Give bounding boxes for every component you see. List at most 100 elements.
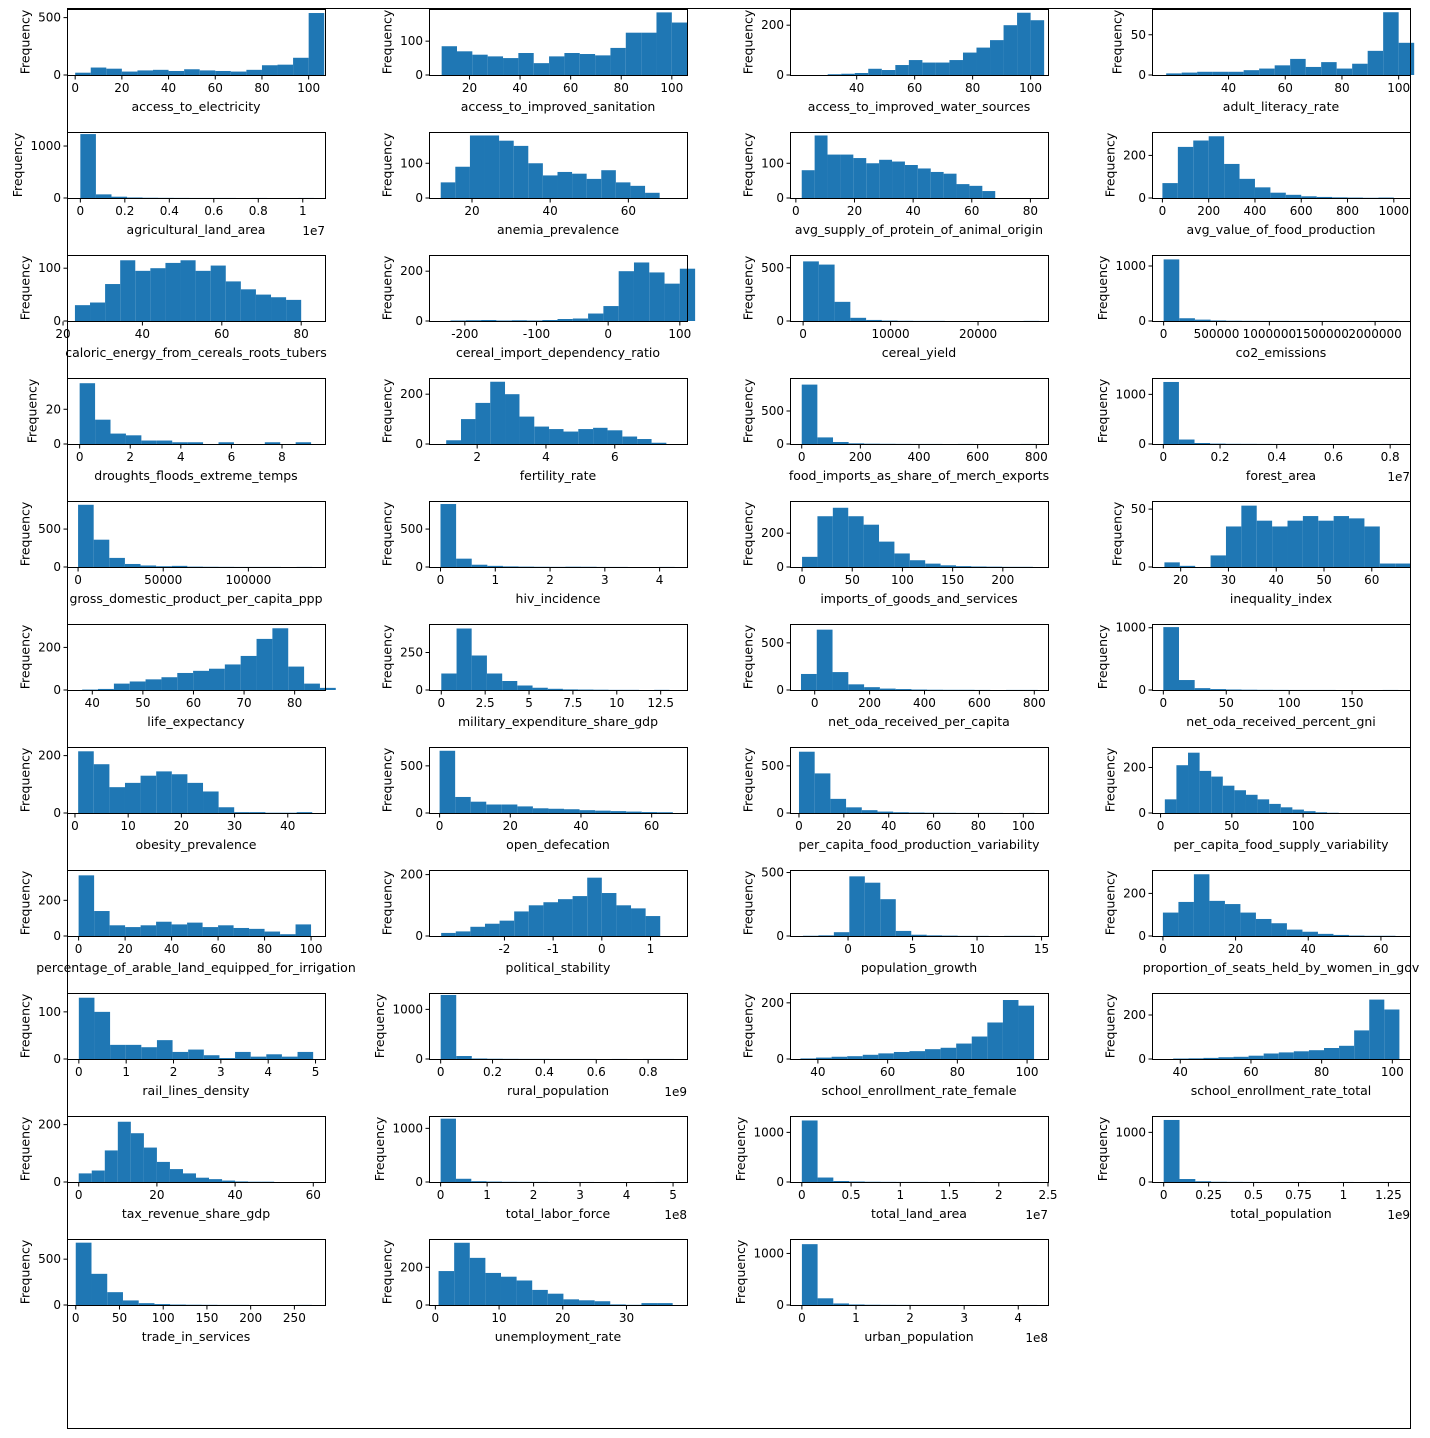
histogram-bar <box>595 55 611 75</box>
histogram-bar <box>962 52 977 75</box>
histogram-bar <box>441 932 456 936</box>
histogram-bar <box>235 1181 249 1182</box>
x-tick-label: 40 <box>905 204 920 218</box>
histogram-bar <box>156 921 172 936</box>
y-axis-label: Frequency <box>740 993 755 1058</box>
x-tick-label: 0 <box>1160 327 1168 341</box>
x-tick-label: 4 <box>656 573 664 587</box>
x-tick-label: 3 <box>576 1188 584 1202</box>
x-axis-label: total_land_area <box>871 1206 967 1221</box>
histogram-bar <box>135 270 151 321</box>
histogram-bar <box>109 557 125 567</box>
histogram-bar <box>485 1272 501 1305</box>
x-tick-label: 600 <box>966 450 989 464</box>
y-tick-label: 0 <box>53 1175 61 1189</box>
histogram-panel: 0 5 10 15 0 500 population_growth Frequency <box>740 866 1049 975</box>
y-tick-label: 0 <box>53 437 61 451</box>
x-tick-label: 60 <box>1364 573 1379 587</box>
x-tick-label: 0 <box>792 204 800 218</box>
histogram-bar <box>460 419 476 444</box>
histogram-panel: 0 200 400 600 800 0 500 food_imports_as_share_o… <box>740 378 1049 483</box>
x-axis-label: droughts_floods_extreme_temps <box>94 468 297 483</box>
x-tick-label: 40 <box>1301 942 1316 956</box>
histogram-bar <box>143 1147 157 1182</box>
x-tick-label: 5 <box>525 696 533 710</box>
x-tick-label: 70 <box>236 696 251 710</box>
histogram-bar <box>150 268 166 321</box>
y-tick-label: 200 <box>400 387 423 401</box>
figure-outer-frame <box>67 8 1411 1429</box>
x-tick-label: 200 <box>1197 204 1220 218</box>
histogram-bar <box>1367 50 1384 75</box>
x-tick-label: 100 <box>297 81 320 95</box>
y-tick-label: 0 <box>776 560 784 574</box>
histogram-bar <box>235 1051 251 1059</box>
x-tick-label: 60 <box>1278 81 1293 95</box>
histogram-bar <box>971 1036 988 1059</box>
histogram-bar <box>534 426 550 444</box>
x-axis-label: adult_literacy_rate <box>1223 99 1340 114</box>
x-tick-label: 40 <box>227 1188 242 1202</box>
x-tick-label: 20 <box>117 942 132 956</box>
histogram-bar <box>1163 381 1179 444</box>
histogram-bar <box>610 811 627 813</box>
histogram-bar <box>475 402 491 444</box>
y-tick-label: 500 <box>400 759 423 773</box>
histogram-bar <box>295 442 312 444</box>
histogram-bar <box>526 320 543 321</box>
y-tick-label: 0 <box>776 929 784 943</box>
x-tick-label: 20 <box>55 327 70 341</box>
histogram-bar <box>156 566 172 567</box>
axes-frame <box>67 870 326 937</box>
histogram-bar <box>182 1173 196 1182</box>
x-tick-label: 100 <box>668 327 691 341</box>
histogram-bar <box>547 1293 564 1305</box>
histogram-panel: 0 20 40 60 0 200 proportion_of_seats_held_by_w… <box>1102 870 1420 975</box>
y-tick-label: 0 <box>776 437 784 451</box>
y-tick-label: 0 <box>415 929 423 943</box>
histogram-bar <box>976 47 991 75</box>
axes-frame <box>67 378 326 445</box>
y-tick-label: 200 <box>1123 148 1146 162</box>
histogram-bar <box>1321 62 1337 75</box>
histogram-bar <box>863 524 880 567</box>
y-axis-label: Frequency <box>740 378 755 443</box>
x-tick-label: 6 <box>228 450 236 464</box>
x-tick-label: 0.2 <box>1210 450 1229 464</box>
histogram-bar <box>246 69 262 75</box>
x-tick-label: 800 <box>1023 696 1046 710</box>
x-axis-label: food_imports_as_share_of_merch_exports <box>789 468 1049 483</box>
histogram-bar <box>528 163 543 198</box>
x-tick-label: 80 <box>1023 204 1038 218</box>
histogram-bar <box>1241 505 1257 567</box>
histogram-bar <box>1212 71 1229 75</box>
histogram-bar <box>1271 923 1287 936</box>
histogram-bar <box>1352 63 1368 75</box>
x-axis-label: fertility_rate <box>520 468 597 483</box>
x-tick-label: 100 <box>1016 1065 1039 1079</box>
histogram-bar <box>1286 929 1303 936</box>
x-tick-label: 10000 <box>871 327 909 341</box>
histogram-bar <box>1195 1181 1212 1182</box>
histogram-bar <box>816 629 833 690</box>
axes-frame <box>790 9 1049 76</box>
histogram-bar <box>579 810 596 813</box>
axes-frame <box>429 132 688 199</box>
axes-frame <box>1152 993 1411 1060</box>
x-tick-label: 100 <box>152 1311 175 1325</box>
histogram-bar <box>817 1298 834 1305</box>
histogram-bar <box>618 271 634 321</box>
y-axis-label: Frequency <box>372 1116 387 1181</box>
histogram-bar <box>499 920 515 936</box>
histogram-bar <box>470 801 487 813</box>
histogram-bar <box>830 798 847 813</box>
x-tick-label: 50 <box>112 1311 127 1325</box>
x-tick-label: 400 <box>908 450 931 464</box>
y-tick-label: 0 <box>53 68 61 82</box>
histogram-bar <box>542 320 558 321</box>
histogram-bar <box>256 638 273 690</box>
x-tick-label: 500000 <box>1194 327 1240 341</box>
histogram-bar <box>861 810 878 813</box>
y-tick-label: 0 <box>1138 68 1146 82</box>
